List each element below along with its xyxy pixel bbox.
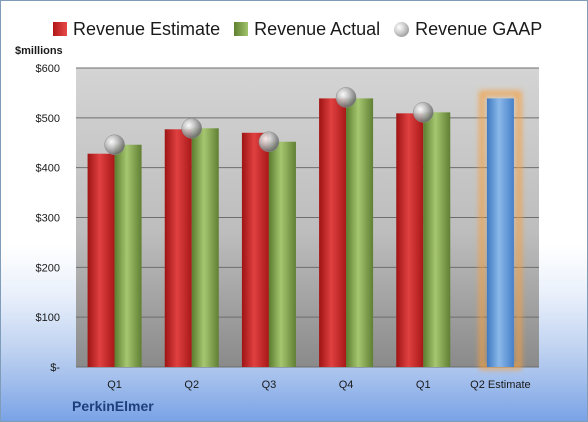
- bar-revenue-actual: [191, 128, 219, 367]
- bar-revenue-estimate: [319, 98, 347, 368]
- legend-item-gaap: Revenue GAAP: [394, 19, 542, 40]
- y-tick-label: $500: [36, 113, 60, 125]
- company-name: PerkinElmer: [72, 398, 154, 414]
- x-tick-label: Q1: [416, 379, 431, 391]
- x-tick-label: Q2: [184, 379, 199, 391]
- bar-revenue-projection: [486, 98, 514, 368]
- bar-revenue-actual: [114, 144, 142, 367]
- chart-legend: Revenue Estimate Revenue Actual Revenue …: [53, 17, 542, 41]
- marker-revenue-gaap: [335, 87, 357, 108]
- legend-label-estimate: Revenue Estimate: [73, 18, 221, 39]
- bar-revenue-estimate: [87, 153, 115, 367]
- legend-label-actual: Revenue Actual: [254, 18, 381, 39]
- bar-revenue-actual: [268, 141, 296, 367]
- legend-item-estimate: Revenue Estimate: [53, 19, 220, 40]
- y-tick-label: $100: [36, 312, 60, 324]
- y-tick-label: $200: [36, 262, 60, 274]
- y-tick-label: $600: [36, 63, 60, 75]
- y-tick-label: $-: [50, 362, 60, 374]
- bar-revenue-actual: [346, 98, 374, 368]
- y-axis-units: $millions: [15, 45, 63, 57]
- y-tick-label: $300: [36, 213, 60, 225]
- marker-revenue-gaap: [104, 134, 125, 155]
- marker-revenue-gaap: [181, 118, 202, 139]
- y-tick-label: $400: [36, 163, 60, 175]
- legend-swatch-estimate: [53, 22, 67, 36]
- legend-marker-gaap: [394, 21, 410, 37]
- x-tick-label: Q2 Estimate: [470, 379, 531, 391]
- x-tick-label: Q4: [339, 379, 354, 391]
- x-tick-label: Q3: [262, 379, 277, 391]
- legend-swatch-actual: [234, 22, 249, 36]
- bar-revenue-estimate: [164, 129, 192, 367]
- bar-revenue-estimate: [241, 132, 269, 367]
- bar-revenue-actual: [423, 112, 451, 367]
- bar-revenue-estimate: [396, 113, 424, 368]
- marker-revenue-gaap: [413, 102, 434, 123]
- marker-revenue-gaap: [258, 131, 280, 153]
- legend-item-actual: Revenue Actual: [234, 19, 380, 40]
- legend-label-gaap: Revenue GAAP: [415, 18, 543, 39]
- x-tick-label: Q1: [107, 379, 122, 391]
